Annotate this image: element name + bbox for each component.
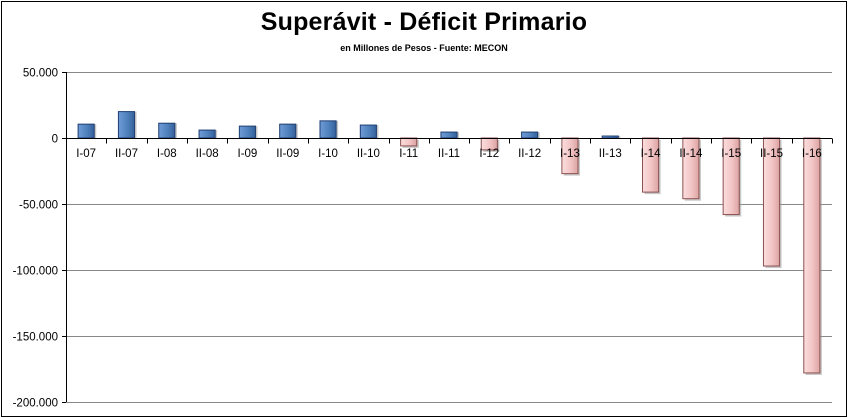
x-tick-labels: I-07 II-07 I-08 II-08 I-09 II-09 I-10 II-10 I-11… xyxy=(76,148,822,160)
bar xyxy=(279,123,297,139)
bar xyxy=(440,131,458,139)
chart-subtitle: en Millones de Pesos - Fuente: MECON xyxy=(340,43,508,53)
bar xyxy=(238,125,256,139)
x-tick-label: II-11 xyxy=(438,148,460,160)
bars xyxy=(77,111,822,375)
x-tick-label: II-14 xyxy=(679,148,703,160)
y-tick-label: 50.000 xyxy=(23,68,58,80)
x-tick-label: I-08 xyxy=(157,148,177,160)
y-tick-label: 0 xyxy=(52,134,58,146)
bar xyxy=(117,111,136,139)
x-tick-label: I-10 xyxy=(318,148,338,160)
x-tick-label: II-08 xyxy=(196,148,219,160)
bar xyxy=(319,120,337,139)
bar xyxy=(400,137,418,147)
bar xyxy=(601,135,619,139)
x-tick-label: II-13 xyxy=(599,148,622,160)
y-tick-label: -150.000 xyxy=(13,332,58,344)
y-tick-label: -100.000 xyxy=(13,266,58,278)
gridlines xyxy=(66,72,832,403)
bar xyxy=(77,123,95,139)
y-tick-label: -200.000 xyxy=(13,398,58,410)
y-tick-label: -50.000 xyxy=(19,200,58,212)
x-tick-label: II-12 xyxy=(518,148,541,160)
x-tick-label: I-14 xyxy=(641,148,661,160)
x-tick-label: I-11 xyxy=(399,148,418,160)
x-tick-label: I-15 xyxy=(721,148,741,160)
chart-title: Superávit - Déficit Primario xyxy=(260,8,588,36)
bar xyxy=(642,137,660,193)
y-tick-labels: 50.000 0 -50.000 -100.000 -150.000 -200.000 xyxy=(13,68,58,410)
bar xyxy=(158,122,176,139)
x-tick-label: I-09 xyxy=(238,148,258,160)
x-tick-label: I-13 xyxy=(560,148,580,160)
x-tick-label: I-16 xyxy=(802,148,822,160)
x-tick-label: II-10 xyxy=(357,148,380,160)
bar xyxy=(359,124,377,139)
bar xyxy=(198,129,216,139)
x-tick-label: I-12 xyxy=(479,148,499,160)
bar xyxy=(521,131,539,139)
axes xyxy=(62,72,833,403)
bar xyxy=(803,137,821,374)
x-tick-label: II-09 xyxy=(276,148,299,160)
x-tick-label: II-15 xyxy=(760,148,783,160)
x-tick-label: I-07 xyxy=(76,148,96,160)
x-tick-label: II-07 xyxy=(115,148,138,160)
